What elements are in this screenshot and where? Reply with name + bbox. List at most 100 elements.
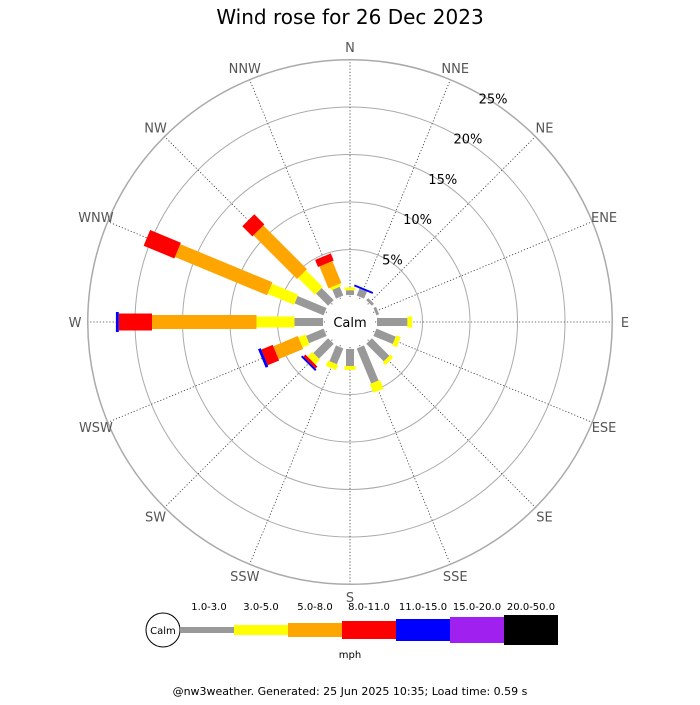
ring-label: 20%: [453, 133, 482, 148]
calm-circle-shape: [325, 297, 375, 347]
bar-nnw-bin-3: [315, 253, 334, 267]
bar-nnw-bin-0: [332, 286, 344, 299]
direction-label-n: N: [345, 41, 355, 56]
bar-segment: [344, 366, 356, 370]
bar-segment: [366, 338, 390, 362]
bar-segment: [356, 288, 367, 299]
legend-swatch-0: [180, 627, 234, 633]
direction-labels: N NNE NE ENE E ESE SE SSE S SSW SW WSW W WNW NW NNW: [69, 41, 630, 606]
ring-label: 10%: [403, 213, 432, 228]
wind-bars: [115, 214, 413, 393]
bar-segment: [344, 287, 356, 291]
bar-segment: [307, 351, 321, 365]
bar-w-bin-0: [294, 318, 323, 326]
spoke-line: [367, 136, 536, 305]
bar-wnw-bin-3: [143, 230, 181, 259]
bar-segment: [242, 214, 265, 237]
legend-swatch-5: [450, 617, 504, 643]
bar-segment: [354, 284, 374, 294]
bar-segment: [303, 354, 318, 369]
bar-wsw-bin-3: [261, 344, 280, 366]
legend-label: 11.0-15.0: [399, 602, 447, 613]
spoke-line: [359, 79, 451, 300]
bar-nne-bin-4: [354, 284, 374, 294]
bar-se-bin-0: [366, 338, 390, 362]
bar-sw-bin-4: [300, 355, 317, 372]
bar-segment: [313, 338, 334, 359]
direction-label-e: E: [621, 316, 629, 331]
ring-label: 5%: [382, 254, 403, 269]
bar-segment: [294, 318, 323, 326]
bar-wnw-bin-0: [294, 295, 327, 316]
spoke-line: [164, 339, 333, 508]
bar-segment: [253, 225, 307, 279]
legend-swatch-1: [234, 625, 288, 635]
legend-label: 20.0-50.0: [507, 602, 555, 613]
bar-ssw-bin-1: [325, 360, 339, 371]
legend-swatch-2: [288, 623, 342, 637]
bar-w-bin-2: [152, 315, 257, 329]
legend-label: 1.0-3.0: [191, 602, 226, 613]
direction-label-se: SE: [536, 510, 552, 525]
bar-sse-bin-1: [369, 379, 384, 393]
direction-label-wsw: WSW: [79, 421, 113, 436]
bar-ese-bin-1: [392, 335, 401, 348]
direction-label-nne: NNE: [441, 62, 469, 77]
ring-labels: 5% 10% 15% 20% 25%: [382, 92, 507, 268]
legend-swatch-4: [396, 619, 450, 641]
bar-e-bin-0: [377, 318, 408, 326]
bar-segment: [152, 315, 257, 329]
bar-segment: [115, 312, 119, 332]
bar-segment: [256, 316, 295, 328]
bar-wsw-bin-1: [298, 334, 310, 348]
bar-segment: [143, 230, 181, 259]
bar-nnw-bin-1: [329, 283, 342, 291]
calm-circle: Calm: [325, 297, 375, 347]
bar-e-bin-1: [407, 316, 413, 328]
bar-segment: [294, 295, 327, 316]
bar-wnw-bin-1: [267, 283, 299, 305]
direction-label-s: S: [346, 591, 354, 606]
bar-wsw-bin-0: [305, 328, 327, 344]
bar-segment: [346, 290, 354, 295]
bar-sw-bin-3: [303, 354, 318, 369]
bar-nw-bin-1: [298, 270, 323, 295]
direction-label-ne: NE: [535, 122, 553, 137]
bar-segment: [392, 335, 401, 348]
bar-nw-bin-0: [315, 287, 334, 306]
legend-label: 8.0-11.0: [348, 602, 390, 613]
direction-label-nw: NW: [144, 122, 167, 137]
bar-nw-bin-3: [242, 214, 265, 237]
chart-title: Wind rose for 26 Dec 2023: [216, 5, 483, 29]
legend-swatch-3: [342, 621, 396, 639]
bar-segment: [377, 318, 408, 326]
bar-w-bin-4: [115, 312, 119, 332]
bar-segment: [261, 344, 280, 366]
bar-wsw-bin-4: [258, 348, 269, 368]
bar-segment: [325, 360, 339, 371]
bar-nne-bin-0: [356, 288, 367, 299]
bar-segment: [373, 328, 396, 345]
footer-text: @nw3weather. Generated: 25 Jun 2025 10:3…: [173, 685, 528, 698]
legend-label: 5.0-8.0: [297, 602, 332, 613]
bar-segment: [300, 355, 317, 372]
legend: Calm 1.0-3.0 3.0-5.0 5.0-8.0 8.0-11.0 11.0-15…: [145, 602, 558, 661]
bar-w-bin-1: [256, 316, 295, 328]
bar-nw-bin-2: [253, 225, 307, 279]
bar-n-bin-0: [346, 290, 354, 295]
bar-segment: [346, 349, 354, 367]
bar-segment: [315, 253, 334, 267]
bar-segment: [267, 283, 299, 305]
bar-ssw-bin-0: [329, 345, 344, 365]
bar-segment: [319, 261, 342, 289]
bar-segment: [298, 334, 310, 348]
ring-label: 25%: [479, 92, 508, 107]
bar-segment: [332, 286, 344, 299]
bar-segment: [273, 336, 304, 360]
bar-s-bin-1: [344, 366, 356, 370]
bar-segment: [366, 298, 374, 306]
direction-label-w: W: [69, 316, 82, 331]
bar-ne-bin-0: [366, 298, 374, 306]
spoke-line: [249, 344, 341, 565]
